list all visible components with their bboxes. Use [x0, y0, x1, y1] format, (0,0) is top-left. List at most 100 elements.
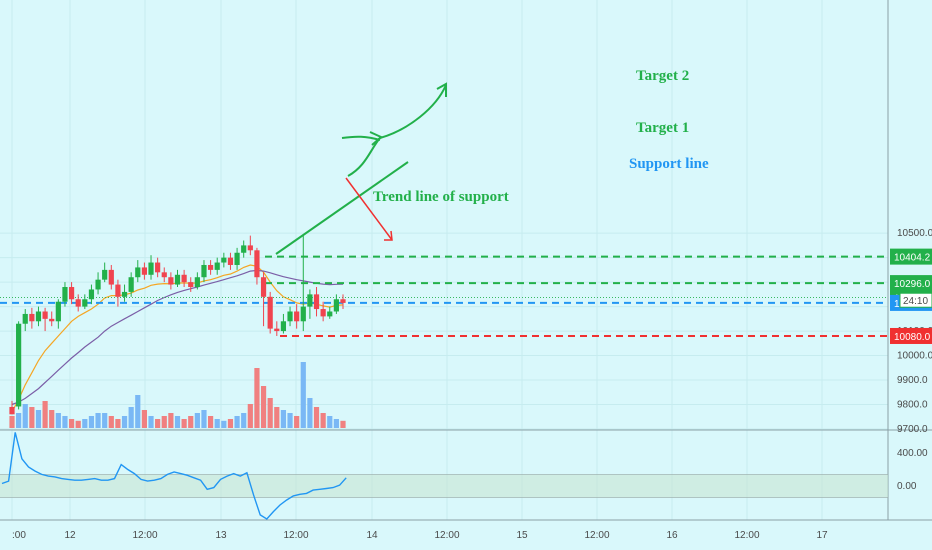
candle-body-17 [121, 291, 128, 297]
level-price-tag [890, 327, 932, 344]
volume-bar-44 [300, 362, 306, 428]
volume-bar-5 [42, 401, 48, 428]
bearish-arrow-line [345, 177, 393, 241]
trend-line-support [275, 161, 409, 255]
volume-bar-1 [16, 413, 22, 428]
candle-body-19 [135, 267, 141, 278]
volume-bar-14 [102, 413, 108, 428]
candle-body-22 [155, 262, 161, 273]
volume-bar-16 [115, 419, 121, 428]
candle-body-37 [254, 250, 260, 278]
volume-bar-19 [135, 395, 141, 428]
candle-body-36 [247, 245, 253, 251]
candle-body-29 [201, 264, 207, 278]
candle-body-50 [340, 299, 346, 303]
volume-bar-9 [68, 419, 75, 428]
volume-bar-22 [155, 419, 161, 428]
arrowhead-target-2 [436, 82, 447, 97]
candle-body-27 [188, 282, 194, 288]
moving-averages [11, 264, 344, 413]
candle-body-32 [221, 257, 227, 263]
time-tick-label: 12:00 [434, 530, 459, 541]
candle-body-41 [280, 321, 287, 332]
candle-body-7 [55, 301, 61, 322]
volume-bar-43 [294, 416, 300, 428]
candle-body-45 [307, 294, 313, 307]
candle-body-23 [161, 272, 167, 278]
volume-bar-34 [234, 416, 240, 428]
candlesticks [9, 235, 346, 415]
price-tick-label: 9700.0 [897, 424, 928, 435]
candle-body-13 [95, 279, 101, 290]
candle-body-40 [274, 328, 280, 332]
volume-bar-11 [82, 419, 88, 428]
candle-body-24 [168, 277, 174, 285]
volume-bar-3 [29, 407, 35, 428]
volume-bar-21 [148, 416, 154, 428]
candle-body-39 [267, 296, 273, 329]
candle-body-46 [313, 294, 320, 310]
candle-body-48 [327, 311, 333, 317]
candle-body-9 [68, 287, 75, 300]
time-tick-label: 12:00 [734, 530, 759, 541]
candle-body-38 [260, 277, 267, 297]
volume-bar-7 [55, 413, 61, 428]
time-tick-label: 16 [666, 530, 678, 541]
volume-bar-33 [227, 419, 234, 428]
candle-body-5 [42, 311, 48, 319]
volume-bar-15 [108, 416, 114, 428]
annotation-label: Target 1 [636, 120, 689, 136]
indicator-tick-label: 400.00 [897, 448, 928, 459]
arrow-path-upward [347, 137, 381, 177]
candle-body-30 [208, 264, 214, 270]
volume-bar-38 [260, 386, 267, 428]
volume-bar-20 [141, 410, 147, 428]
volume-bar-28 [194, 413, 200, 428]
time-tick-label: 12:00 [283, 530, 308, 541]
candle-body-49 [333, 299, 339, 312]
time-tick-label: 13 [215, 530, 227, 541]
ema-fast-line [11, 264, 344, 413]
level-price-tag [890, 275, 932, 292]
candle-body-25 [174, 274, 181, 285]
volume-bar-41 [280, 410, 287, 428]
countdown-label: 24:10 [903, 296, 928, 307]
volume-bar-49 [333, 419, 339, 428]
candle-body-11 [82, 299, 88, 307]
time-tick-label: 12 [64, 530, 76, 541]
time-tick-label: 12:00 [132, 530, 157, 541]
candle-body-0 [9, 406, 15, 415]
time-tick-label: 17 [816, 530, 828, 541]
volume-bar-30 [208, 416, 214, 428]
volume-bar-37 [254, 368, 260, 428]
arrow-path-to-target-2 [379, 84, 447, 139]
time-tick-label: 14 [366, 530, 378, 541]
level-price-tag-label: 10080.0 [894, 332, 931, 343]
volume-bar-10 [75, 420, 81, 428]
candle-body-20 [141, 267, 147, 275]
indicator-pane [0, 432, 888, 520]
time-tick-label: 15 [516, 530, 528, 541]
annotation-label: Trend line of support [373, 189, 509, 205]
candle-body-8 [62, 287, 68, 302]
price-tick-label: 9900.0 [897, 375, 928, 386]
candle-body-15 [108, 269, 114, 285]
volume-bar-23 [161, 416, 167, 428]
volume-bar-2 [22, 404, 28, 428]
candle-body-16 [115, 284, 121, 297]
candle-body-43 [294, 311, 300, 322]
volume-bar-31 [214, 419, 220, 428]
price-tick-label: 10500.0 [897, 228, 932, 239]
candle-body-26 [181, 274, 187, 283]
bearish-arrowhead [384, 230, 393, 241]
candle-body-3 [29, 313, 35, 322]
time-tick-label: 12:00 [584, 530, 609, 541]
candle-body-31 [214, 262, 220, 270]
countdown-tag [899, 292, 932, 308]
volume-bar-17 [121, 416, 128, 428]
price-tick-label: 10000.0 [897, 351, 932, 362]
volume-bar-25 [174, 416, 181, 428]
volume-bar-48 [327, 416, 333, 428]
arrow-path-to-target-1 [341, 135, 381, 141]
